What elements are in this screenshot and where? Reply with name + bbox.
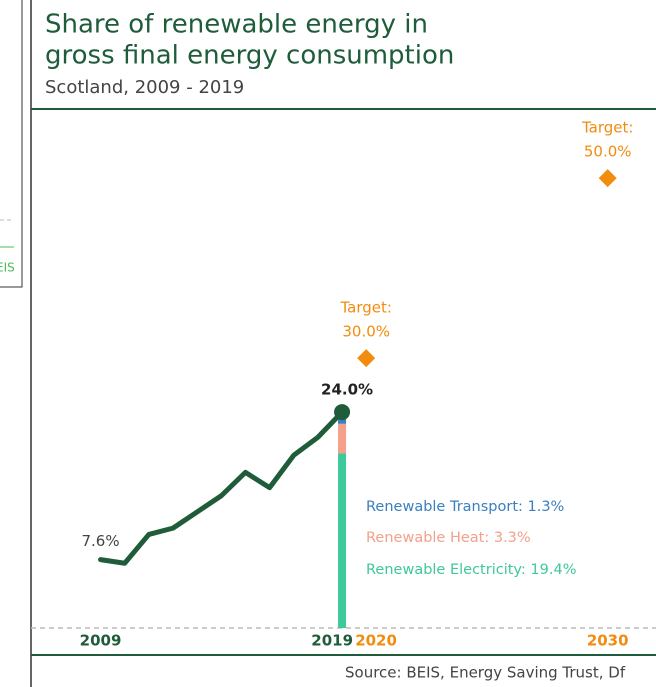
line-series [98,409,345,566]
stack-segment [338,423,347,454]
stack-label: Renewable Heat: 3.3% [366,530,531,546]
x-tick-label: 2030 [587,632,629,650]
data-label: 24.0% [321,381,373,399]
chart-title: gross final energy consumption [45,41,454,71]
x-tick-label: 2009 [80,632,122,650]
data-label: 7.6% [81,532,119,550]
x-tick-label: 2019 [311,632,353,650]
chart-subtitle: Scotland, 2009 - 2019 [45,77,244,98]
left-panel-text: EIS [0,261,15,275]
source-note: Source: BEIS, Energy Saving Trust, Df [345,664,626,682]
left-panel-frame [0,0,23,288]
target-value-label: 50.0% [584,143,632,161]
stack-label: Renewable Electricity: 19.4% [366,562,577,578]
target-marker [357,349,376,368]
target-value-label: 30.0% [342,323,390,341]
chart-title: Share of renewable energy in [45,10,428,40]
stack-label: Renewable Transport: 1.3% [366,499,564,515]
target-label: Target: [339,299,391,317]
target-marker [598,169,617,188]
x-tick-label: 2020 [355,632,397,650]
target-label: Target: [581,119,633,137]
end-point [334,404,351,421]
stack-segment [338,453,347,628]
